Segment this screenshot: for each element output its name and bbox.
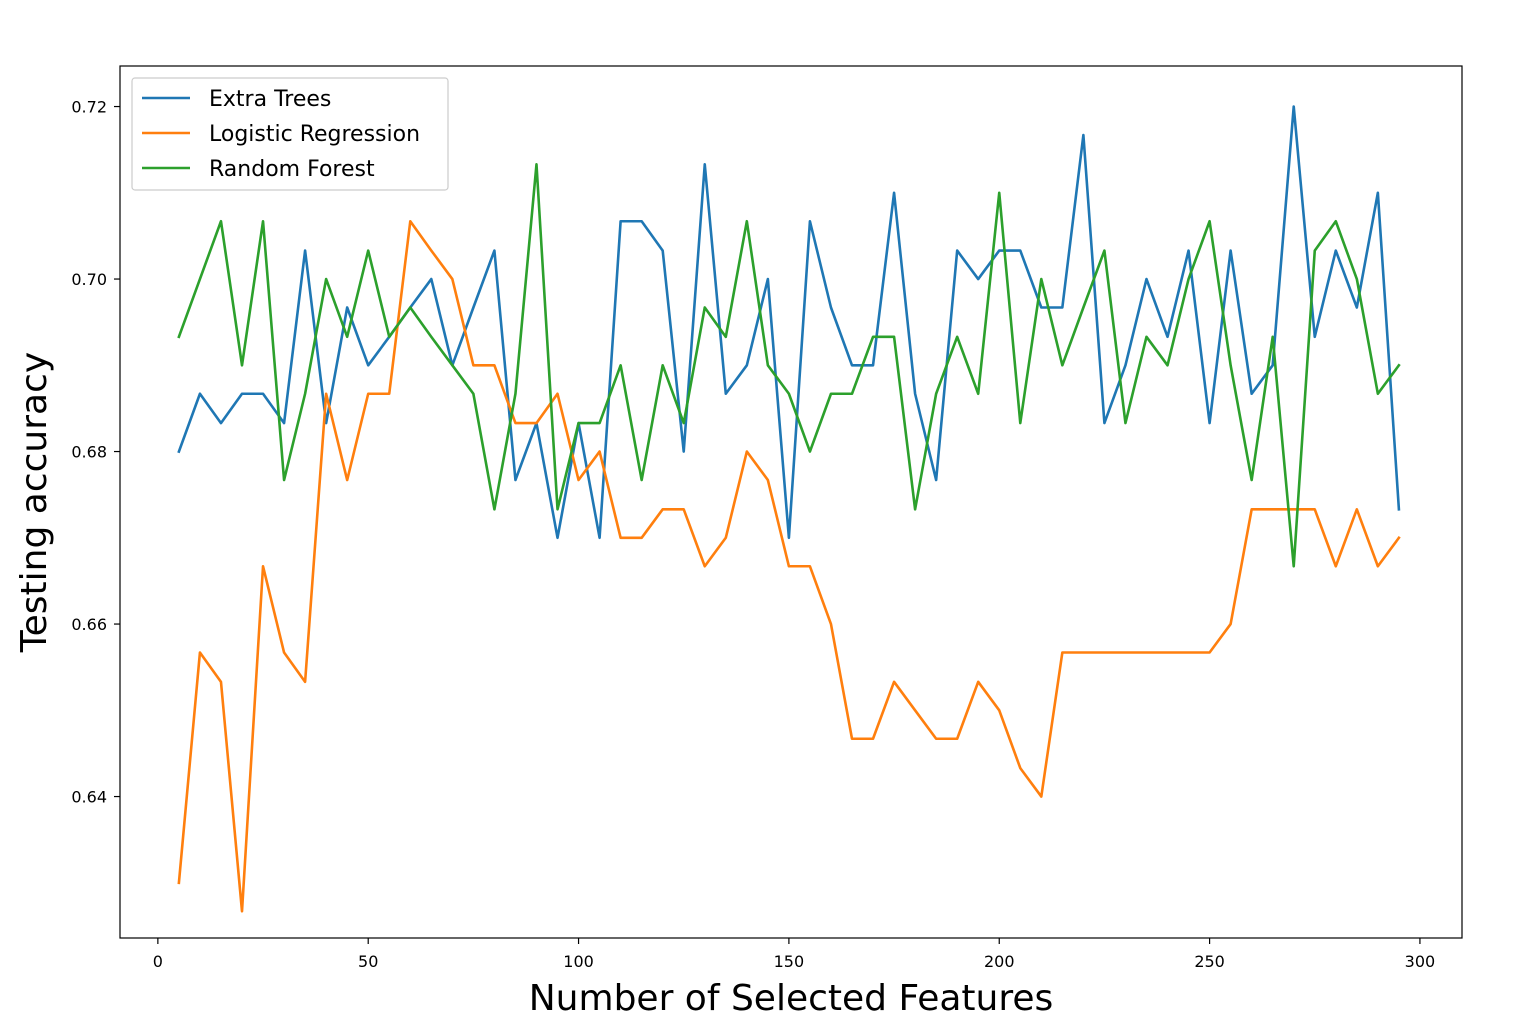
x-tick-label: 150: [774, 952, 805, 971]
x-tick-label: 250: [1194, 952, 1225, 971]
x-tick-label: 200: [984, 952, 1015, 971]
series-line-random-forest: [177, 163, 1401, 568]
x-tick-label: 0: [153, 952, 163, 971]
y-tick-label: 0.68: [71, 443, 107, 462]
y-tick-label: 0.66: [71, 615, 107, 634]
legend: Extra Trees Logistic Regression Random For…: [131, 77, 449, 191]
y-axis-ticks: 0.64 0.66 0.68 0.70 0.72: [71, 98, 120, 807]
y-tick-label: 0.64: [71, 788, 107, 807]
series-line-extra-trees: [177, 105, 1401, 540]
x-tick-label: 50: [358, 952, 378, 971]
series-line-logistic-regression: [177, 219, 1401, 913]
x-axis-title: Number of Selected Features: [529, 978, 1054, 1015]
legend-label: Extra Trees: [209, 87, 331, 112]
y-tick-label: 0.70: [71, 270, 107, 289]
x-tick-label: 100: [563, 952, 594, 971]
y-axis-title: Testing accuracy: [14, 352, 55, 653]
plot-area-frame: [119, 65, 1463, 939]
y-tick-label: 0.72: [71, 98, 107, 117]
legend-label: Random Forest: [209, 157, 375, 182]
legend-box: [131, 77, 449, 191]
x-tick-label: 300: [1405, 952, 1436, 971]
x-axis-ticks: 0 50 100 150 200 250 300: [153, 938, 1435, 971]
series-layer: [177, 105, 1401, 913]
legend-label: Logistic Regression: [209, 122, 420, 147]
